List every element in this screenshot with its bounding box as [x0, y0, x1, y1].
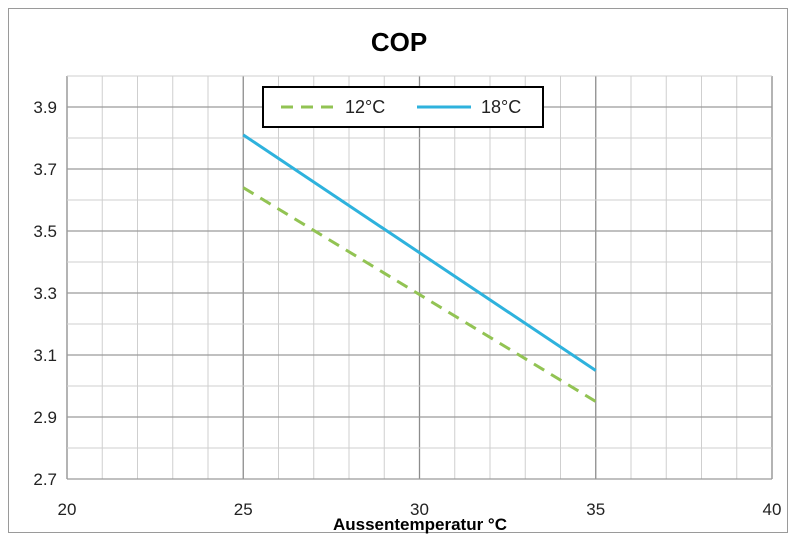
x-tick-label: 20: [58, 500, 77, 519]
chart-title: COP: [371, 27, 427, 57]
cop-chart: COP 2.7 2.9 3.1 3.3 3.5 3.7 3.9 20 25 30 35 40 12°…: [33, 27, 782, 534]
legend-label-18c: 18°C: [481, 97, 521, 117]
legend-label-12c: 12°C: [345, 97, 385, 117]
y-tick-label: 3.3: [33, 284, 57, 303]
x-tick-label: 25: [234, 500, 253, 519]
x-tick-label: 40: [763, 500, 782, 519]
x-axis-label: Aussentemperatur °C: [333, 515, 507, 534]
y-tick-label: 3.1: [33, 346, 57, 365]
chart-frame: COP 2.7 2.9 3.1 3.3 3.5 3.7 3.9 20 25 30 35 40 12°…: [8, 8, 788, 534]
x-axis-ticks: 20 25 30 35 40: [58, 500, 782, 519]
y-tick-label: 3.5: [33, 222, 57, 241]
series-line-1: [242, 133, 597, 372]
y-tick-label: 2.9: [33, 408, 57, 427]
y-tick-label: 3.9: [33, 98, 57, 117]
y-axis-ticks: 2.7 2.9 3.1 3.3 3.5 3.7 3.9: [33, 98, 57, 489]
grid: [66, 75, 773, 480]
series: [242, 133, 597, 403]
x-tick-label: 30: [410, 500, 429, 519]
legend: 12°C 18°C: [262, 86, 544, 128]
x-tick-label: 35: [586, 500, 605, 519]
y-tick-label: 2.7: [33, 470, 57, 489]
y-tick-label: 3.7: [33, 160, 57, 179]
series-line-0: [242, 186, 597, 403]
